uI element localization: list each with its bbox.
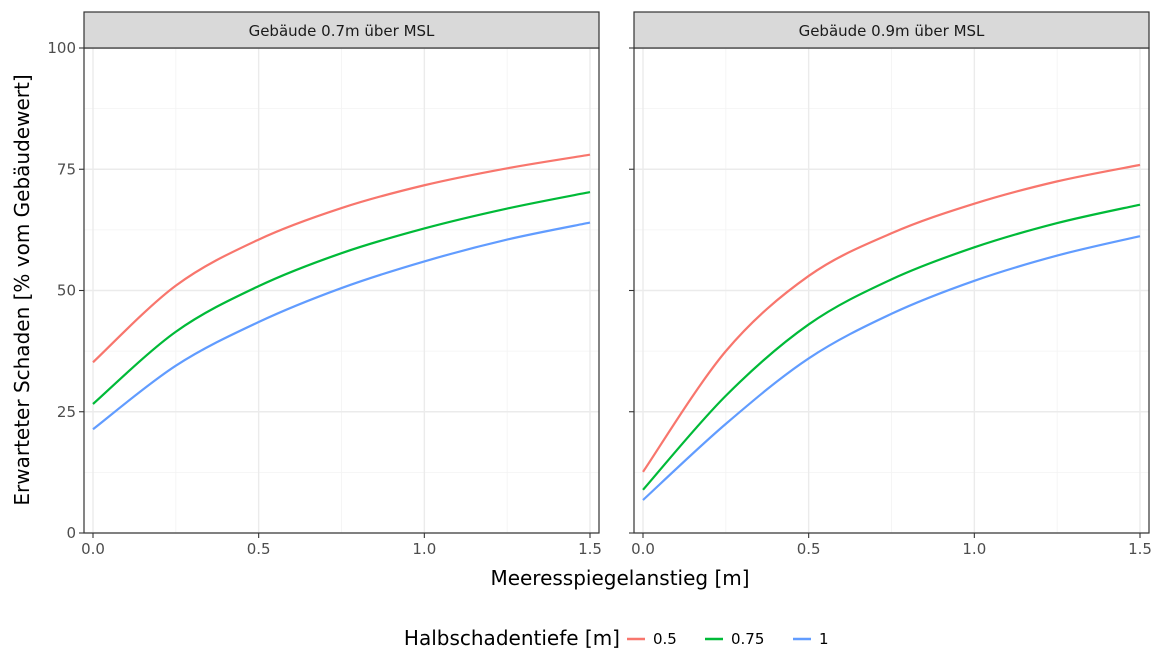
x-tick-label: 0.0 xyxy=(81,540,105,558)
series-line-1 xyxy=(642,235,1141,501)
y-axis-title: Erwarteter Schaden [% vom Gebäudewert] xyxy=(10,74,34,505)
facet-strip-title: Gebäude 0.7m über MSL xyxy=(249,22,435,40)
legend: Halbschadentiefe [m] 0.5 0.75 1 xyxy=(404,626,829,650)
series-line-0-5 xyxy=(642,163,1141,473)
x-tick-label: 1.5 xyxy=(1128,540,1152,558)
series-line-0-5 xyxy=(92,153,591,364)
facet-strip xyxy=(633,11,1150,49)
x-tick-label: 0.5 xyxy=(797,540,821,558)
series-line-0-75 xyxy=(642,203,1141,491)
x-axis-title: Meeresspiegelanstieg [m] xyxy=(490,566,749,590)
x-tick-label: 0.5 xyxy=(247,540,271,558)
x-tick-label: 1.0 xyxy=(962,540,986,558)
panels: Gebäude 0.7m über MSL 0.0 0.5 1.0 1.5 0 25 50 75… xyxy=(47,11,1152,558)
x-tick-label: 0.0 xyxy=(631,540,655,558)
legend-label-1: 1 xyxy=(819,630,829,648)
panel-1: Gebäude 0.7m über MSL 0.0 0.5 1.0 1.5 0 25 50 75… xyxy=(47,11,602,558)
y-tick-label: 100 xyxy=(47,39,76,57)
y-tick-label: 0 xyxy=(66,524,76,542)
legend-title: Halbschadentiefe [m] xyxy=(404,626,620,650)
x-tick-label: 1.5 xyxy=(578,540,602,558)
series-line-1 xyxy=(92,221,591,431)
y-tick-label: 50 xyxy=(57,282,76,300)
legend-label-0-5: 0.5 xyxy=(653,630,677,648)
y-tick-label: 25 xyxy=(57,403,76,421)
panel-2: Gebäude 0.9m über MSL 0.0 0.5 1.0 1.5 xyxy=(629,11,1152,558)
facet-strip xyxy=(83,11,600,49)
x-tick-label: 1.0 xyxy=(412,540,436,558)
facet-strip-title: Gebäude 0.9m über MSL xyxy=(799,22,985,40)
series-line-0-75 xyxy=(92,190,591,405)
y-tick-label: 75 xyxy=(57,160,76,178)
legend-label-0-75: 0.75 xyxy=(731,630,764,648)
